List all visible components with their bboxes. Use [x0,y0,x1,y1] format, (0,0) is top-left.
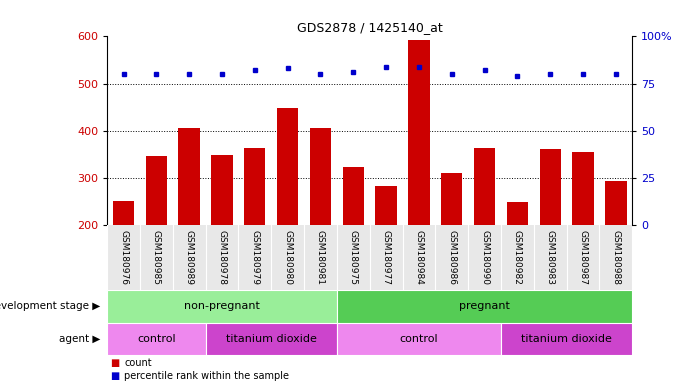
Bar [206,323,337,355]
Text: titanium dioxide: titanium dioxide [521,334,612,344]
Text: GSM180978: GSM180978 [218,230,227,285]
Bar [501,323,632,355]
Bar [178,128,200,225]
Text: GSM180987: GSM180987 [578,230,587,285]
Text: count: count [124,358,152,368]
Text: GSM180985: GSM180985 [152,230,161,285]
Bar [107,290,337,323]
Text: GSM180980: GSM180980 [283,230,292,285]
Text: GSM180986: GSM180986 [447,230,456,285]
Bar [572,152,594,225]
Bar [244,148,265,225]
Bar [474,149,495,225]
Text: ■: ■ [111,358,120,368]
Text: GSM180981: GSM180981 [316,230,325,285]
Bar [408,40,430,225]
Bar [277,108,299,225]
Bar [107,323,206,355]
Bar [375,185,397,225]
Bar [113,201,134,225]
Bar [605,181,627,225]
Text: GSM180983: GSM180983 [546,230,555,285]
Text: GSM180977: GSM180977 [381,230,390,285]
Text: GSM180984: GSM180984 [415,230,424,285]
Bar [146,156,167,225]
Text: GSM180976: GSM180976 [119,230,128,285]
Text: GSM180975: GSM180975 [349,230,358,285]
Text: development stage ▶: development stage ▶ [0,301,100,311]
Text: control: control [137,334,176,344]
Text: GSM180979: GSM180979 [250,230,259,285]
Bar [441,173,462,225]
Text: ■: ■ [111,371,120,381]
Text: pregnant: pregnant [459,301,510,311]
Bar [337,290,632,323]
Bar [337,323,501,355]
Text: GSM180989: GSM180989 [184,230,193,285]
Text: GSM180990: GSM180990 [480,230,489,285]
Text: control: control [399,334,438,344]
Bar [310,128,331,225]
Title: GDS2878 / 1425140_at: GDS2878 / 1425140_at [297,21,442,34]
Bar [343,167,364,225]
Text: GSM180988: GSM180988 [612,230,621,285]
Bar [540,149,561,225]
Text: non-pregnant: non-pregnant [184,301,260,311]
Bar [507,202,528,225]
Text: percentile rank within the sample: percentile rank within the sample [124,371,290,381]
Text: GSM180982: GSM180982 [513,230,522,285]
Text: agent ▶: agent ▶ [59,334,100,344]
Text: titanium dioxide: titanium dioxide [226,334,316,344]
Bar [211,155,233,225]
